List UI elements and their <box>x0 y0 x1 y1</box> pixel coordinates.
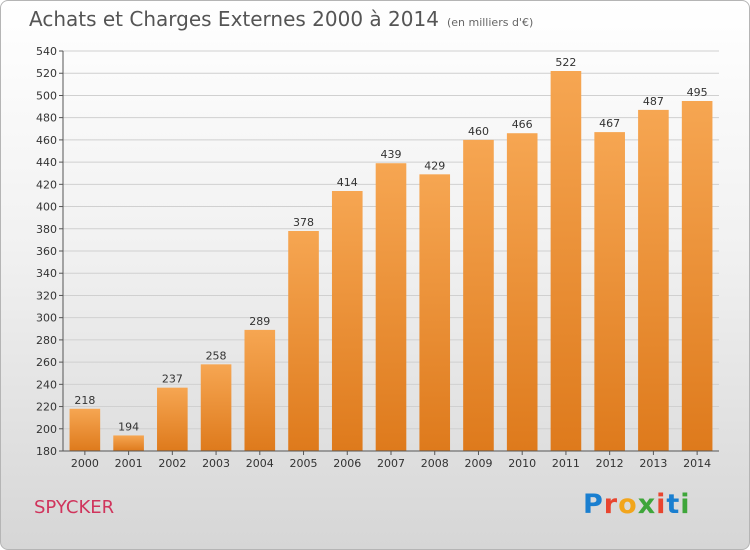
bar-2010 <box>506 133 538 451</box>
x-tick-label: 2013 <box>639 457 667 470</box>
bar-value-label: 218 <box>74 394 95 407</box>
y-tick-label: 360 <box>36 245 57 258</box>
bar-2013 <box>638 109 669 451</box>
y-tick-label: 220 <box>36 401 57 414</box>
bar-2002 <box>157 387 188 451</box>
bar-value-label: 289 <box>249 315 270 328</box>
x-tick-label: 2003 <box>202 457 230 470</box>
y-tick-label: 500 <box>36 89 57 102</box>
x-tick-label: 2002 <box>158 457 186 470</box>
bar-2000 <box>69 408 101 451</box>
y-tick-label: 400 <box>36 201 57 214</box>
bar-value-label: 467 <box>599 117 620 130</box>
bar-series: 218 194 237 258 289 378 414 439 429 460 466 522 467 4… <box>69 56 713 452</box>
bar-value-label: 194 <box>118 420 139 433</box>
y-tick-label: 320 <box>36 289 57 302</box>
bar-2006 <box>331 191 363 451</box>
bar-value-label: 237 <box>162 373 183 386</box>
bar-value-label: 378 <box>293 216 314 229</box>
logo-letter: i <box>656 489 667 520</box>
y-tick-label: 460 <box>36 134 57 147</box>
proxiti-logo: Proxiti <box>583 489 691 520</box>
bar-value-label: 258 <box>206 349 227 362</box>
chart-title-text: Achats et Charges Externes 2000 à 2014 <box>29 7 439 31</box>
x-tick-label: 2007 <box>377 457 405 470</box>
y-tick-label: 260 <box>36 356 57 369</box>
bar-value-label: 439 <box>381 148 402 161</box>
y-tick-label: 540 <box>36 45 57 58</box>
logo-letter: P <box>583 489 604 520</box>
x-tick-label: 2000 <box>71 457 99 470</box>
y-tick-label: 380 <box>36 223 57 236</box>
bar-value-label: 495 <box>687 86 708 99</box>
bar-2005 <box>288 231 319 451</box>
x-tick-label: 2006 <box>333 457 361 470</box>
y-tick-label: 520 <box>36 67 57 80</box>
bar-value-label: 522 <box>555 56 576 69</box>
y-axis: 180 200 220 240 260 280 300 320 340 360 380 400 420 4… <box>36 45 63 458</box>
x-axis: 2000 2001 2002 2003 2004 2005 2006 2007 2008 2009… <box>71 451 711 470</box>
x-tick-label: 2009 <box>464 457 492 470</box>
y-tick-label: 300 <box>36 312 57 325</box>
bar-2003 <box>200 364 232 451</box>
logo-letter: i <box>680 489 691 520</box>
bar-value-label: 466 <box>512 118 533 131</box>
logo-letter: r <box>603 489 619 520</box>
y-tick-label: 480 <box>36 112 57 125</box>
x-tick-label: 2011 <box>552 457 580 470</box>
x-tick-label: 2001 <box>115 457 143 470</box>
commune-name: SPYCKER <box>34 497 115 518</box>
x-tick-label: 2014 <box>683 457 711 470</box>
bar-2008 <box>419 174 451 452</box>
bar-2007 <box>375 163 407 451</box>
bar-2004 <box>244 329 276 451</box>
bar-2014 <box>681 101 713 451</box>
x-tick-label: 2008 <box>421 457 449 470</box>
logo-letter: x <box>637 489 657 520</box>
logo-letter: o <box>618 489 638 520</box>
logo-letter: t <box>666 489 681 520</box>
x-tick-label: 2005 <box>290 457 318 470</box>
bar-value-label: 487 <box>643 95 664 108</box>
bar-2001 <box>113 435 144 451</box>
bar-2012 <box>594 132 625 451</box>
bar-2009 <box>463 139 494 451</box>
chart-title: Achats et Charges Externes 2000 à 2014 (e… <box>29 7 533 31</box>
bar-2011 <box>550 71 582 451</box>
bar-value-label: 414 <box>337 176 358 189</box>
y-tick-label: 180 <box>36 445 57 458</box>
y-tick-label: 200 <box>36 423 57 436</box>
y-tick-label: 340 <box>36 267 57 280</box>
y-tick-label: 280 <box>36 334 57 347</box>
x-tick-label: 2004 <box>246 457 274 470</box>
bar-value-label: 460 <box>468 125 489 138</box>
bar-value-label: 429 <box>424 159 445 172</box>
y-tick-label: 440 <box>36 156 57 169</box>
y-tick-label: 420 <box>36 178 57 191</box>
x-tick-label: 2010 <box>508 457 536 470</box>
x-tick-label: 2012 <box>596 457 624 470</box>
chart-unit-label: (en milliers d'€) <box>446 16 534 29</box>
y-tick-label: 240 <box>36 378 57 391</box>
